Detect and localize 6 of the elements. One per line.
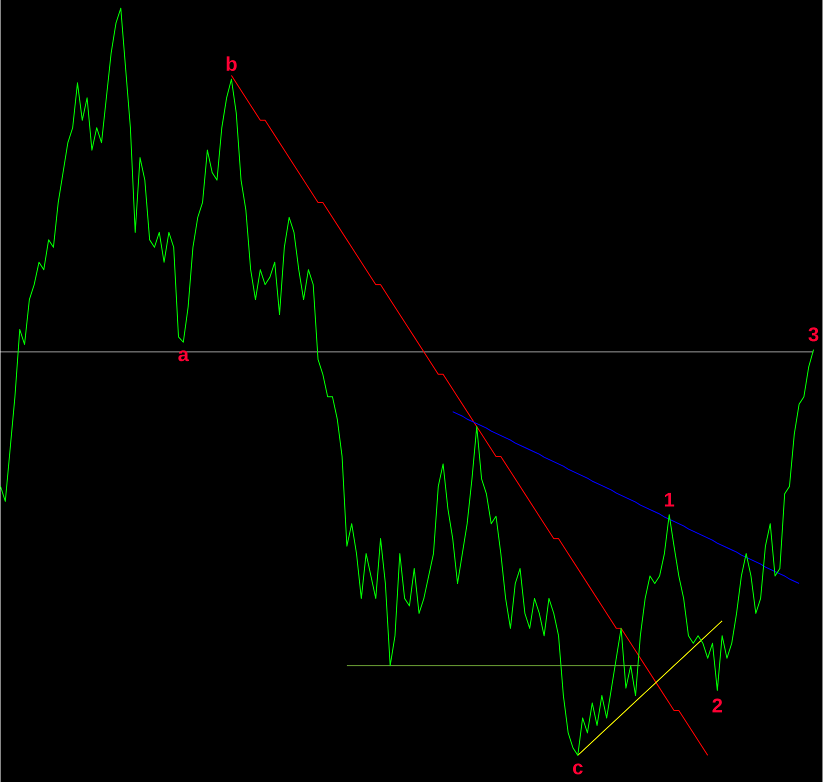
annotation: b <box>226 56 237 71</box>
annotation: c <box>573 763 583 774</box>
annotation: 2 <box>712 698 722 712</box>
annotation: 1 <box>664 492 674 506</box>
annotation: a <box>178 350 189 362</box>
annotation: 3 <box>808 327 818 342</box>
